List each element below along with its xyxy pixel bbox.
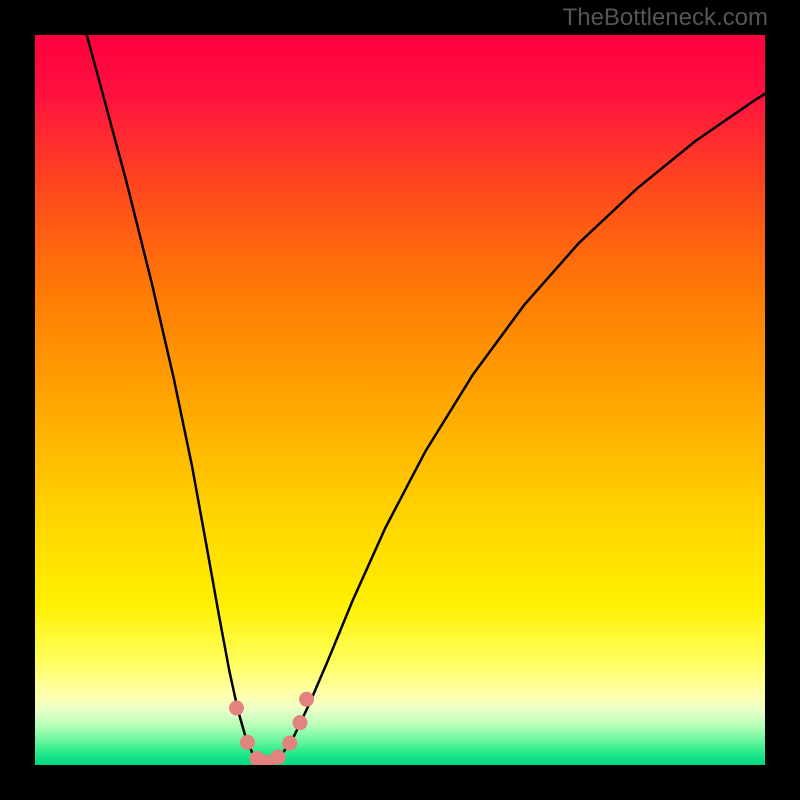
- chart-container: TheBottleneck.com: [0, 0, 800, 800]
- plot-area: [35, 35, 765, 765]
- bottleneck-curve: [35, 35, 765, 765]
- watermark-text: TheBottleneck.com: [563, 4, 768, 32]
